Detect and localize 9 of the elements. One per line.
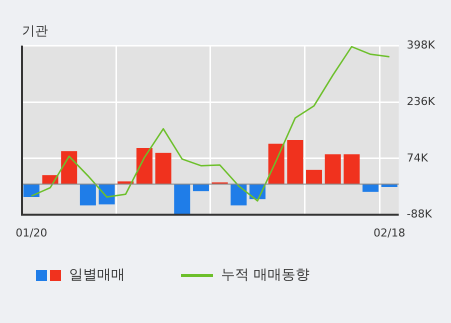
y-tick-label: -88K xyxy=(406,208,433,221)
legend-label: 누적 매매동향 xyxy=(221,266,310,284)
x-tick-label: 02/18 xyxy=(374,226,406,240)
legend-label: 일별매매 xyxy=(69,266,125,284)
y-tick-label: 236K xyxy=(406,94,436,108)
y-tick-label: 74K xyxy=(406,151,429,164)
chart-title: 기관 xyxy=(22,24,48,40)
x-tick-label: 01/20 xyxy=(16,226,48,240)
y-tick-label: 398K xyxy=(406,38,436,52)
